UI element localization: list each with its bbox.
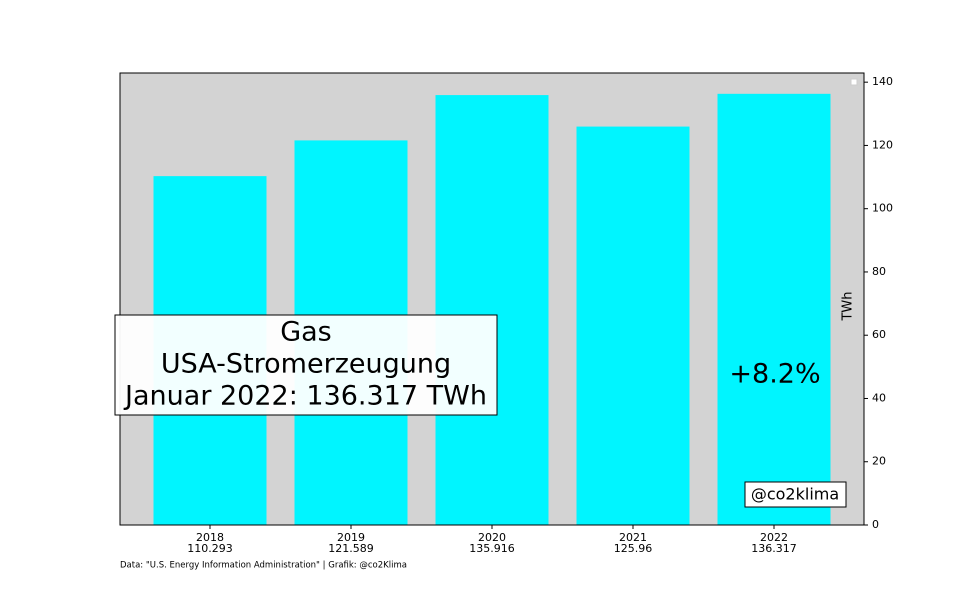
y-tick-label: 20 bbox=[872, 455, 886, 468]
y-tick-label: 0 bbox=[872, 518, 879, 531]
y-axis-label: TWh bbox=[841, 291, 856, 321]
title-line: Januar 2022: 136.317 TWh bbox=[123, 381, 487, 412]
x-tick-label: 2019 bbox=[337, 531, 365, 544]
legend-box bbox=[850, 78, 858, 86]
value-label: 121.589 bbox=[328, 542, 374, 555]
y-tick-label: 80 bbox=[872, 265, 886, 278]
x-tick-label: 2022 bbox=[760, 531, 788, 544]
y-tick-label: 140 bbox=[872, 75, 893, 88]
y-tick-label: 120 bbox=[872, 138, 893, 151]
annotation-handle: @co2klima bbox=[751, 485, 839, 504]
y-tick-label: 100 bbox=[872, 202, 893, 215]
value-label: 135.916 bbox=[469, 542, 515, 555]
value-label: 125.96 bbox=[614, 542, 653, 555]
bar bbox=[435, 95, 549, 525]
x-tick-label: 2020 bbox=[478, 531, 506, 544]
bar bbox=[576, 126, 690, 525]
x-tick-label: 2018 bbox=[196, 531, 224, 544]
handle-box bbox=[744, 481, 847, 508]
title-line: Gas bbox=[280, 317, 332, 348]
annotation-change: +8.2% bbox=[729, 359, 820, 390]
plot-frame bbox=[119, 72, 865, 526]
title-line: USA-Stromerzeugung bbox=[161, 349, 451, 380]
y-tick-label: 40 bbox=[872, 391, 886, 404]
source-note: Data: "U.S. Energy Information Administr… bbox=[120, 561, 407, 571]
bar bbox=[717, 93, 831, 526]
value-label: 136.317 bbox=[751, 542, 797, 555]
y-tick-label: 60 bbox=[872, 328, 886, 341]
x-tick-label: 2021 bbox=[619, 531, 647, 544]
value-label: 110.293 bbox=[187, 542, 233, 555]
title-box bbox=[114, 314, 498, 416]
